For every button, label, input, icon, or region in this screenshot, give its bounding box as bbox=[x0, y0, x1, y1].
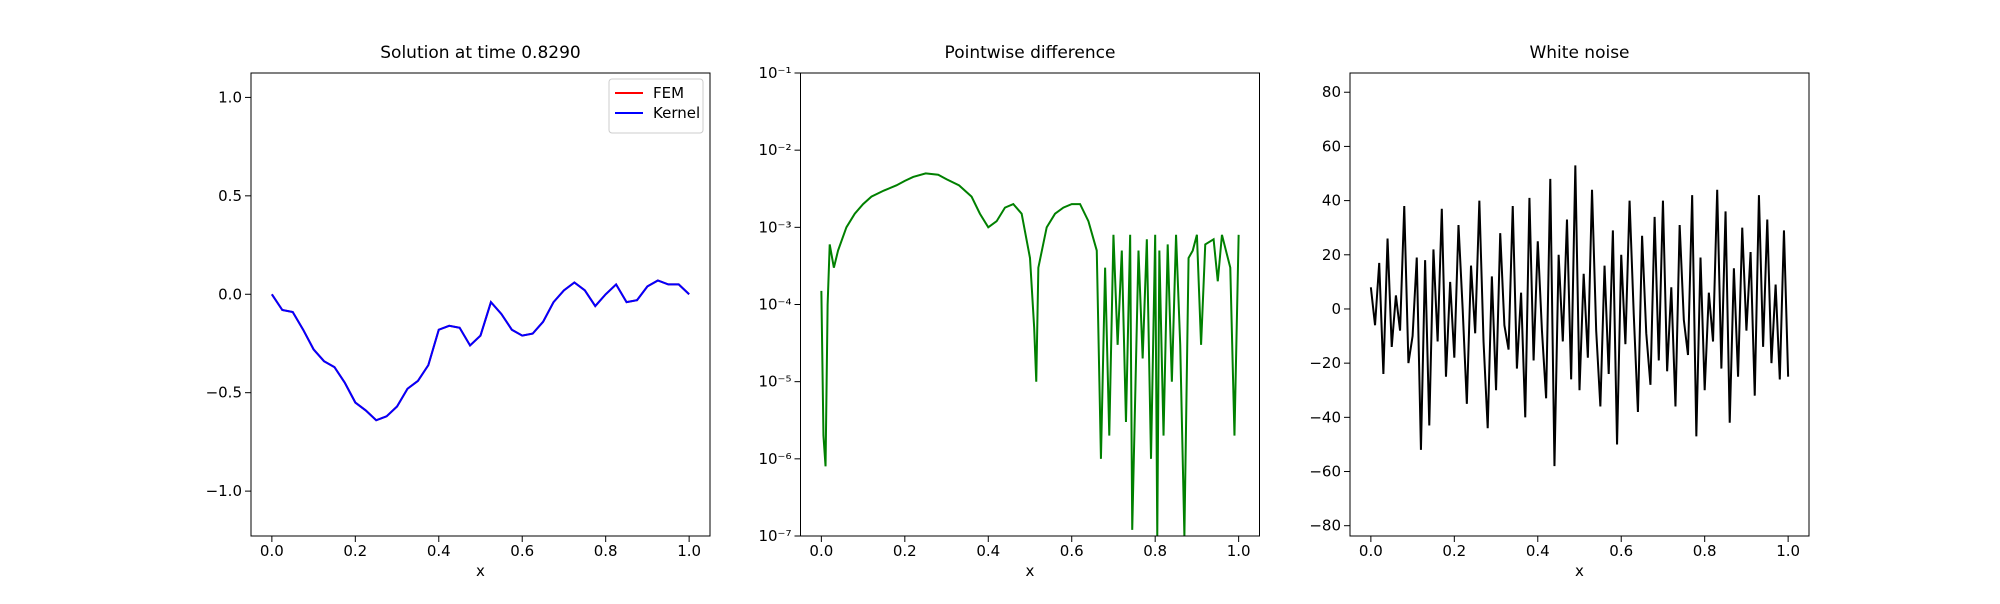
y-tick-label: 0 bbox=[1331, 300, 1341, 318]
y-tick-label: −0.5 bbox=[206, 384, 242, 402]
x-tick-label: 0.6 bbox=[1060, 542, 1084, 560]
axes-frame bbox=[250, 72, 711, 537]
y-tick-label: 60 bbox=[1322, 137, 1341, 155]
x-tick-label: 0.6 bbox=[1609, 542, 1633, 560]
y-tick-label: 20 bbox=[1322, 246, 1341, 264]
y-tick-label: 10⁻³ bbox=[758, 218, 791, 236]
legend-label: Kernel bbox=[653, 104, 700, 122]
x-tick-label: 0.4 bbox=[427, 542, 451, 560]
y-tick-label: −80 bbox=[1309, 517, 1341, 535]
x-tick-label: 0.0 bbox=[260, 542, 284, 560]
x-tick-label: 0.4 bbox=[976, 542, 1000, 560]
y-tick-label: 10⁻⁴ bbox=[758, 296, 791, 314]
x-tick-label: 1.0 bbox=[1776, 542, 1800, 560]
legend-label: FEM bbox=[653, 84, 684, 102]
y-tick-label: 0.0 bbox=[218, 285, 242, 303]
y-tick-label: 10⁻¹ bbox=[758, 64, 791, 82]
y-tick-label: −40 bbox=[1309, 408, 1341, 426]
y-tick-label: 10⁻⁵ bbox=[758, 373, 791, 391]
y-tick-label: 80 bbox=[1322, 83, 1341, 101]
chart-title: Pointwise difference bbox=[945, 43, 1116, 63]
y-tick-label: 40 bbox=[1322, 192, 1341, 210]
x-tick-label: 0.2 bbox=[893, 542, 917, 560]
series-line bbox=[271, 279, 690, 422]
y-tick-label: −1.0 bbox=[206, 482, 242, 500]
y-tick-label: 0.5 bbox=[218, 187, 242, 205]
x-tick-label: 0.8 bbox=[1693, 542, 1717, 560]
x-tick-label: 0.0 bbox=[1359, 542, 1383, 560]
axes-frame bbox=[1349, 72, 1810, 537]
x-tick-label: 0.6 bbox=[510, 542, 534, 560]
y-tick-label: −60 bbox=[1309, 463, 1341, 481]
x-tick-label: 0.4 bbox=[1526, 542, 1550, 560]
x-tick-label: 1.0 bbox=[1227, 542, 1251, 560]
y-tick-label: 10⁻⁷ bbox=[758, 527, 791, 545]
y-tick-label: −20 bbox=[1309, 354, 1341, 372]
x-tick-label: 0.8 bbox=[1143, 542, 1167, 560]
chart-title: White noise bbox=[1529, 43, 1629, 63]
x-tick-label: 0.2 bbox=[343, 542, 367, 560]
x-tick-label: 1.0 bbox=[677, 542, 701, 560]
y-tick-label: 10⁻⁶ bbox=[758, 450, 791, 468]
chart-title: Solution at time 0.8290 bbox=[380, 43, 580, 63]
x-tick-label: 0.8 bbox=[594, 542, 618, 560]
x-tick-label: 0.0 bbox=[809, 542, 833, 560]
y-tick-label: 1.0 bbox=[218, 88, 242, 106]
axes-frame bbox=[800, 72, 1260, 537]
x-axis-label: x bbox=[1575, 562, 1584, 580]
x-axis-label: x bbox=[476, 562, 485, 580]
series-line bbox=[1369, 165, 1790, 467]
y-tick-label: 10⁻² bbox=[758, 141, 791, 159]
series-line bbox=[820, 172, 1240, 536]
x-axis-label: x bbox=[1026, 562, 1035, 580]
x-tick-label: 0.2 bbox=[1442, 542, 1466, 560]
